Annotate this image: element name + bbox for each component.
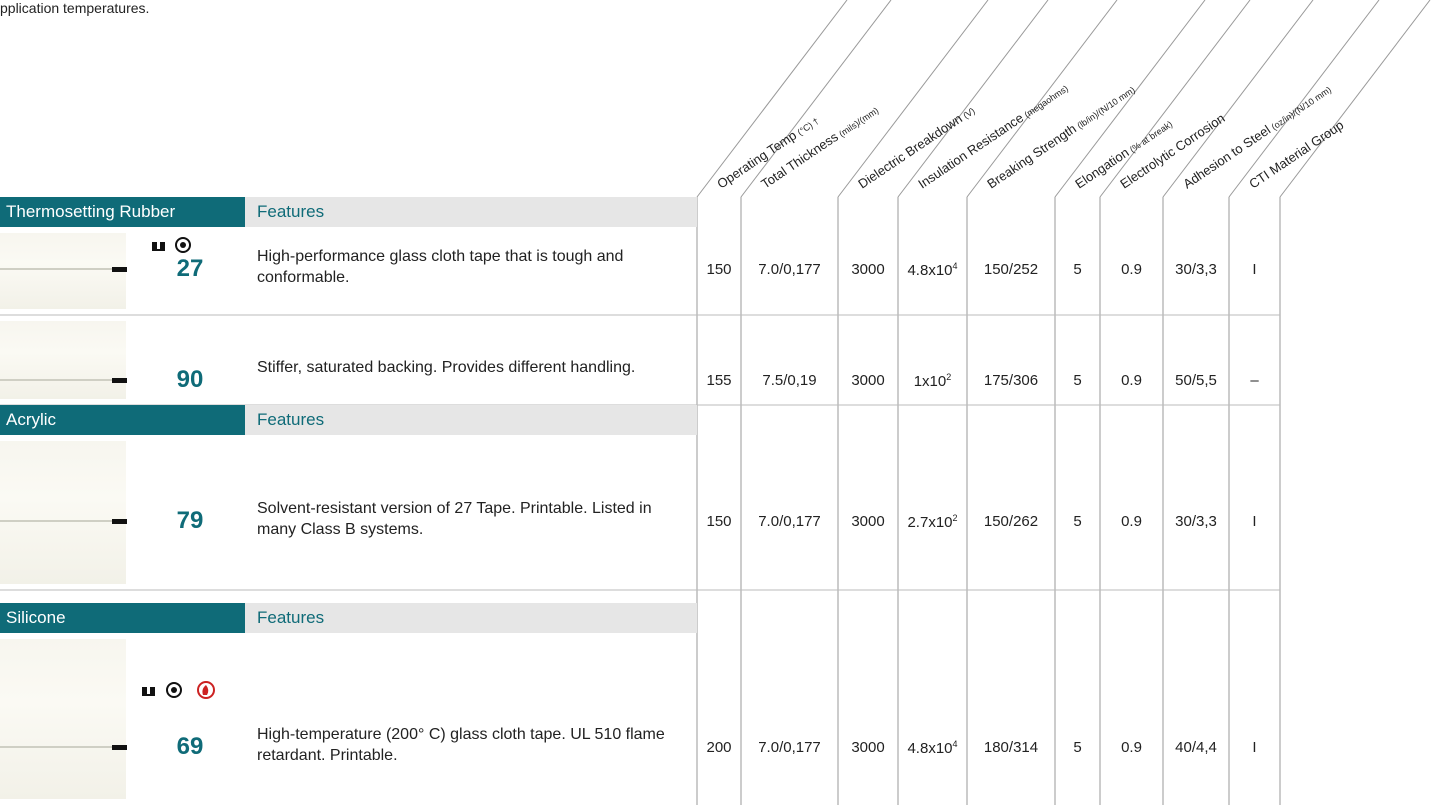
header-diagonal (837, 0, 989, 198)
value-cell: 5 (1073, 372, 1082, 389)
value-cell: 180/314 (983, 739, 1039, 756)
column-unit: (°C) † (796, 116, 821, 137)
value-cell: 7.0/0,177 (758, 739, 821, 756)
column-unit: (V) (961, 106, 977, 121)
group-name: Silicone (0, 603, 245, 633)
value-cell: 3000 (851, 261, 885, 278)
cert-icons (152, 237, 191, 253)
value-cell: 7.5/0,19 (762, 372, 817, 389)
value-text: 4.8x10 (907, 740, 953, 757)
tape-mark (112, 267, 127, 272)
value-exponent: 2 (952, 513, 958, 523)
tape-swatch (0, 639, 126, 799)
value-cell: 5 (1073, 513, 1082, 530)
header-diagonal (696, 0, 848, 198)
product-description: High-temperature (200° C) glass cloth ta… (257, 726, 665, 764)
header-diagonal (1228, 0, 1380, 198)
value-cell: 150 (706, 513, 732, 530)
product-id: 90 (176, 366, 204, 393)
header-diagonal (740, 0, 892, 198)
product-description: Stiffer, saturated backing. Provides dif… (257, 359, 636, 376)
group-name: Acrylic (0, 405, 245, 435)
tape-swatch (0, 321, 126, 399)
cert-icons (142, 681, 215, 699)
value-cell: 3000 (851, 513, 885, 530)
column-unit: (megaohms) (1022, 83, 1069, 120)
product-id: 79 (176, 507, 204, 534)
value-cell: 0.9 (1121, 261, 1142, 278)
value-cell: 5 (1073, 261, 1082, 278)
value-cell: 7.0/0,177 (758, 513, 821, 530)
header-diagonal (1099, 0, 1251, 198)
product-description: Solvent-resistant version of 27 Tape. Pr… (257, 500, 652, 538)
value-exponent: 4 (952, 739, 958, 749)
value-cell: 30/3,3 (1175, 513, 1217, 530)
header-diagonal (1162, 0, 1314, 198)
value-cell: 4.8x104 (898, 739, 967, 757)
value-cell: 40/4,4 (1175, 739, 1217, 756)
features-label: Features (245, 603, 697, 633)
value-cell: 1x102 (898, 372, 967, 390)
value-cell: 7.0/0,177 (758, 261, 821, 278)
product-id: 27 (176, 255, 204, 282)
tape-edge (0, 520, 112, 522)
tape-edge (0, 268, 112, 270)
value-cell: 5 (1073, 739, 1082, 756)
column-unit: (lb/in)/(N/10 mm) (1075, 85, 1137, 131)
header-diagonal (1054, 0, 1206, 198)
header-diagonal (1279, 0, 1431, 198)
value-cell: 175/306 (983, 372, 1039, 389)
column-unit: (oz/in)/(N/10 mm) (1269, 85, 1333, 132)
value-cell: I (1252, 261, 1257, 278)
value-cell: 4.8x104 (898, 261, 967, 279)
tape-edge (0, 746, 112, 748)
value-cell: 0.9 (1121, 739, 1142, 756)
value-exponent: 4 (952, 261, 958, 271)
value-cell: 50/5,5 (1175, 372, 1217, 389)
value-cell: – (1250, 372, 1259, 389)
product-id: 69 (176, 733, 204, 760)
product-description: High-performance glass cloth tape that i… (257, 248, 624, 286)
value-exponent: 2 (946, 372, 952, 382)
header-diagonal (966, 0, 1118, 198)
value-cell: 3000 (851, 372, 885, 389)
column-name: Dielectric Breakdown (855, 111, 965, 192)
tape-mark (112, 378, 127, 383)
value-text: 1x10 (913, 373, 947, 390)
value-cell: 30/3,3 (1175, 261, 1217, 278)
features-label: Features (245, 405, 697, 435)
value-cell: 155 (706, 372, 732, 389)
column-header: Breaking Strength(lb/in)/(N/10 mm) (984, 81, 1137, 191)
value-cell: I (1252, 739, 1257, 756)
value-cell: 3000 (851, 739, 885, 756)
value-text: 4.8x10 (907, 262, 953, 279)
value-cell: 150 (706, 261, 732, 278)
tape-swatch (0, 441, 126, 584)
value-cell: I (1252, 513, 1257, 530)
group-name: Thermosetting Rubber (0, 197, 245, 227)
value-cell: 2.7x102 (898, 513, 967, 531)
tape-edge (0, 379, 112, 381)
value-cell: 0.9 (1121, 513, 1142, 530)
tape-mark (112, 745, 127, 750)
value-cell: 200 (706, 739, 732, 756)
tape-mark (112, 519, 127, 524)
value-cell: 150/252 (983, 261, 1039, 278)
column-name: Total Thickness (758, 129, 841, 192)
intro-text: pplication temperatures. (0, 0, 150, 16)
column-unit: (mils)/(mm) (837, 105, 880, 139)
value-cell: 0.9 (1121, 372, 1142, 389)
value-text: 2.7x10 (907, 514, 953, 531)
value-cell: 150/262 (983, 513, 1039, 530)
features-label: Features (245, 197, 697, 227)
tape-swatch (0, 233, 126, 309)
header-diagonal (897, 0, 1049, 198)
